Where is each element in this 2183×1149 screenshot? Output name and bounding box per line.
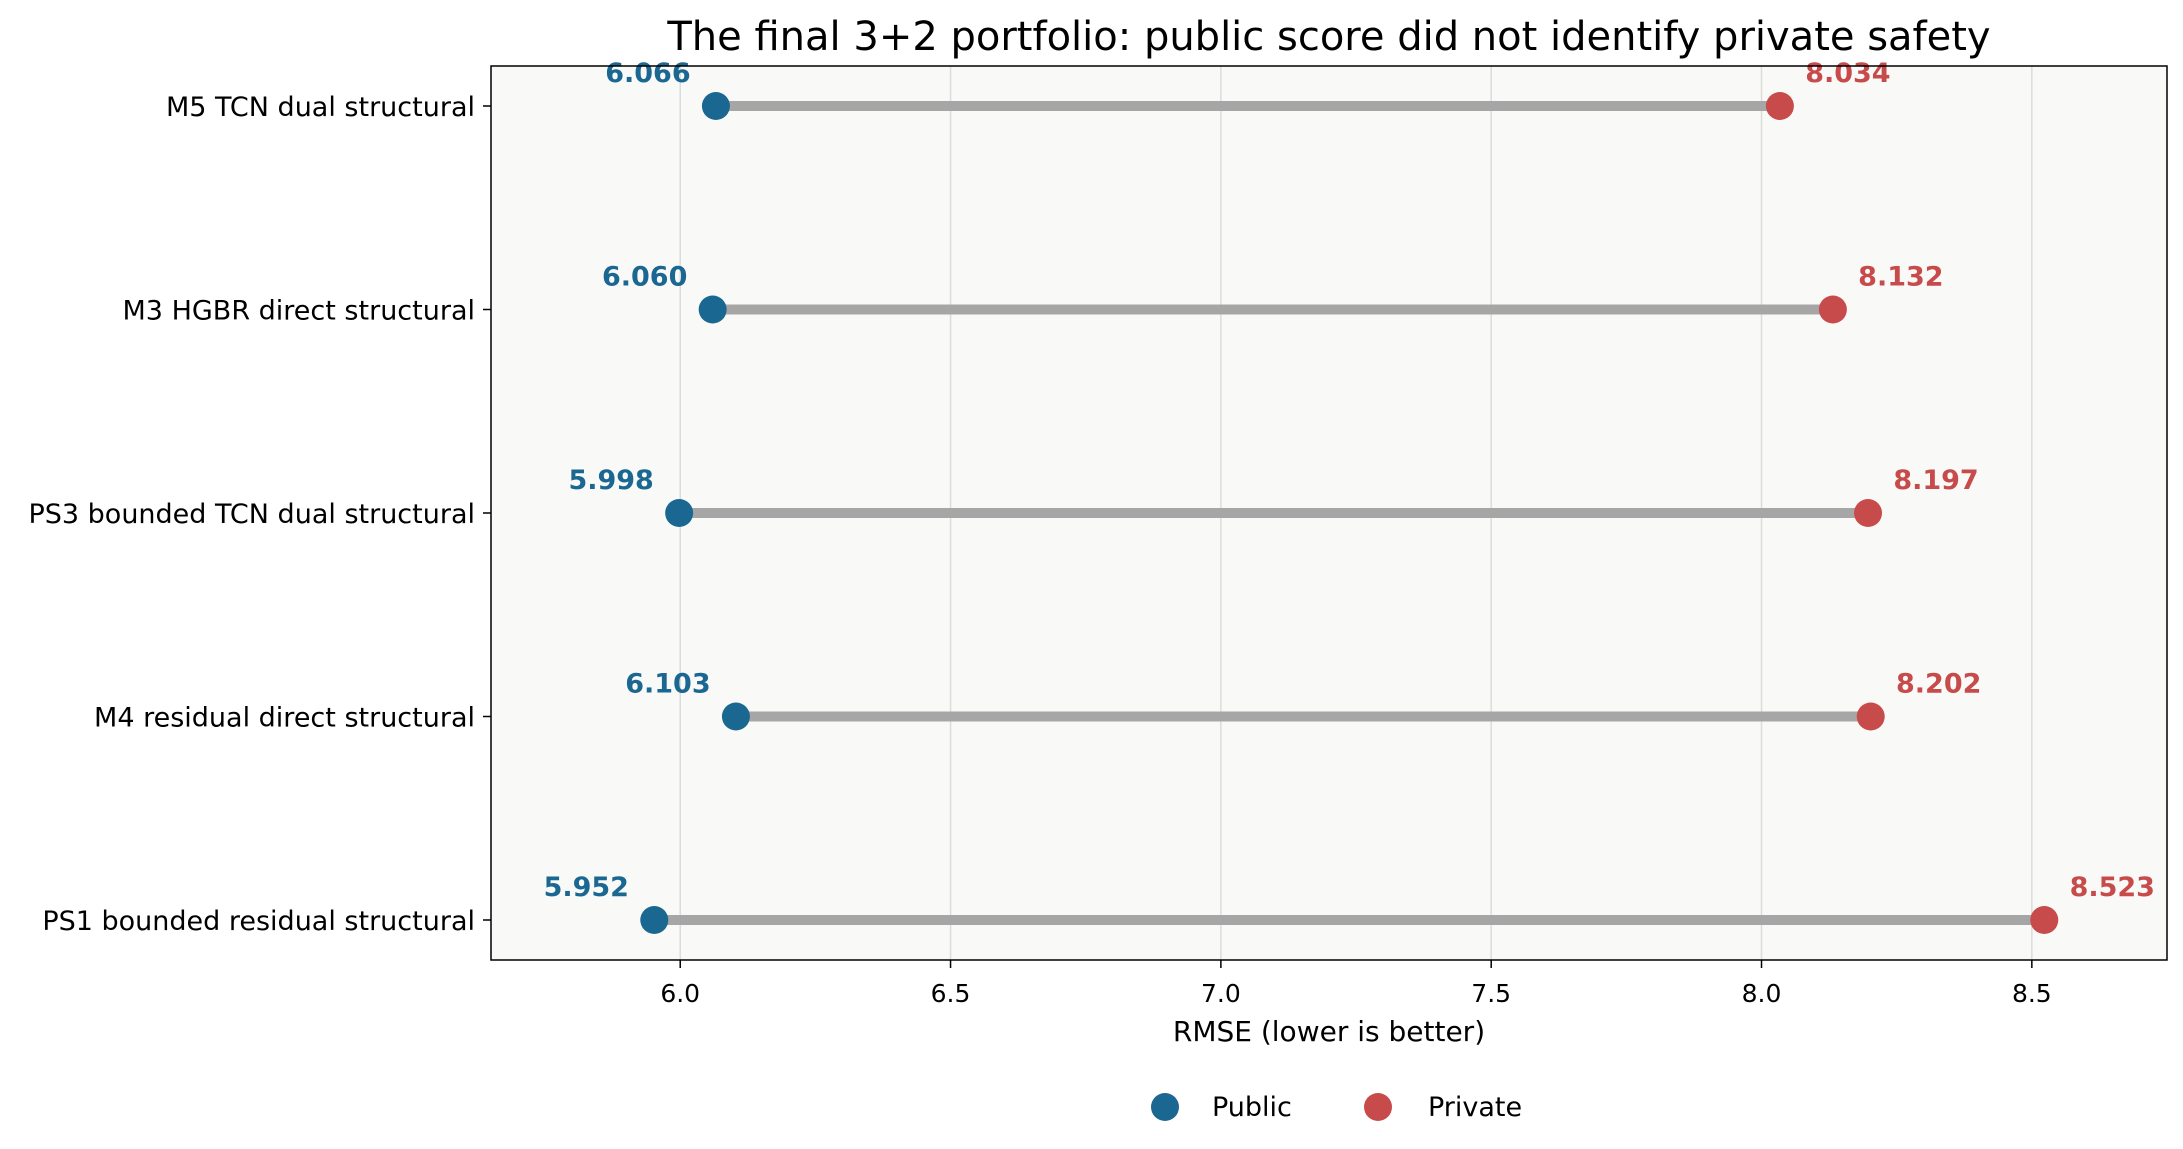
public-point: [701, 92, 730, 120]
public-point: [698, 295, 727, 324]
private-value-label: 8.034: [1805, 58, 1890, 89]
legend-private-label: Private: [1428, 1092, 1522, 1123]
y-tick-label: M4 residual direct structural: [94, 703, 475, 734]
y-tick-label: M5 TCN dual structural: [166, 92, 475, 123]
legend-private-marker: [1364, 1093, 1392, 1121]
private-value-label: 8.132: [1858, 262, 1943, 293]
x-tick-label: 6.5: [931, 979, 971, 1008]
data-points: [640, 92, 2059, 934]
private-point: [2030, 906, 2059, 934]
x-tick-label: 7.5: [1471, 979, 1511, 1008]
legend: Public Private: [1151, 1092, 1522, 1123]
data-labels: 6.066 8.034 6.060 8.132 5.998 8.197 6.103 8.202…: [544, 58, 2155, 903]
private-point: [1854, 499, 1883, 527]
y-tick-label: PS1 bounded residual structural: [42, 906, 475, 937]
x-tick-label: 8.5: [2012, 979, 2052, 1008]
connector-lines: [654, 101, 2045, 925]
x-axis-label: RMSE (lower is better): [1173, 1015, 1485, 1048]
x-tick-label: 7.0: [1201, 979, 1241, 1008]
private-point: [1856, 702, 1885, 731]
private-value-label: 8.523: [2070, 872, 2155, 903]
public-point: [721, 702, 750, 731]
x-axis: 6.0 6.5 7.0 7.5 8.0 8.5: [660, 960, 2052, 1008]
public-value-label: 6.103: [625, 669, 710, 700]
legend-public-label: Public: [1212, 1092, 1292, 1123]
private-value-label: 8.202: [1896, 669, 1981, 700]
public-point: [665, 499, 694, 527]
y-tick-label: PS3 bounded TCN dual structural: [28, 499, 475, 530]
legend-public-marker: [1151, 1093, 1179, 1121]
y-tick-label: M3 HGBR direct structural: [123, 296, 475, 327]
public-value-label: 5.952: [544, 872, 629, 903]
x-tick-label: 6.0: [660, 979, 700, 1008]
public-point: [640, 906, 669, 934]
private-point: [1818, 295, 1847, 324]
public-value-label: 6.060: [602, 262, 687, 293]
public-value-label: 5.998: [568, 465, 653, 496]
public-value-label: 6.066: [605, 58, 690, 89]
private-value-label: 8.197: [1893, 465, 1978, 496]
chart-title: The final 3+2 portfolio: public score di…: [666, 14, 1990, 60]
private-point: [1765, 92, 1794, 120]
x-tick-label: 8.0: [1742, 979, 1782, 1008]
y-axis: M5 TCN dual structural M3 HGBR direct str…: [28, 92, 491, 937]
